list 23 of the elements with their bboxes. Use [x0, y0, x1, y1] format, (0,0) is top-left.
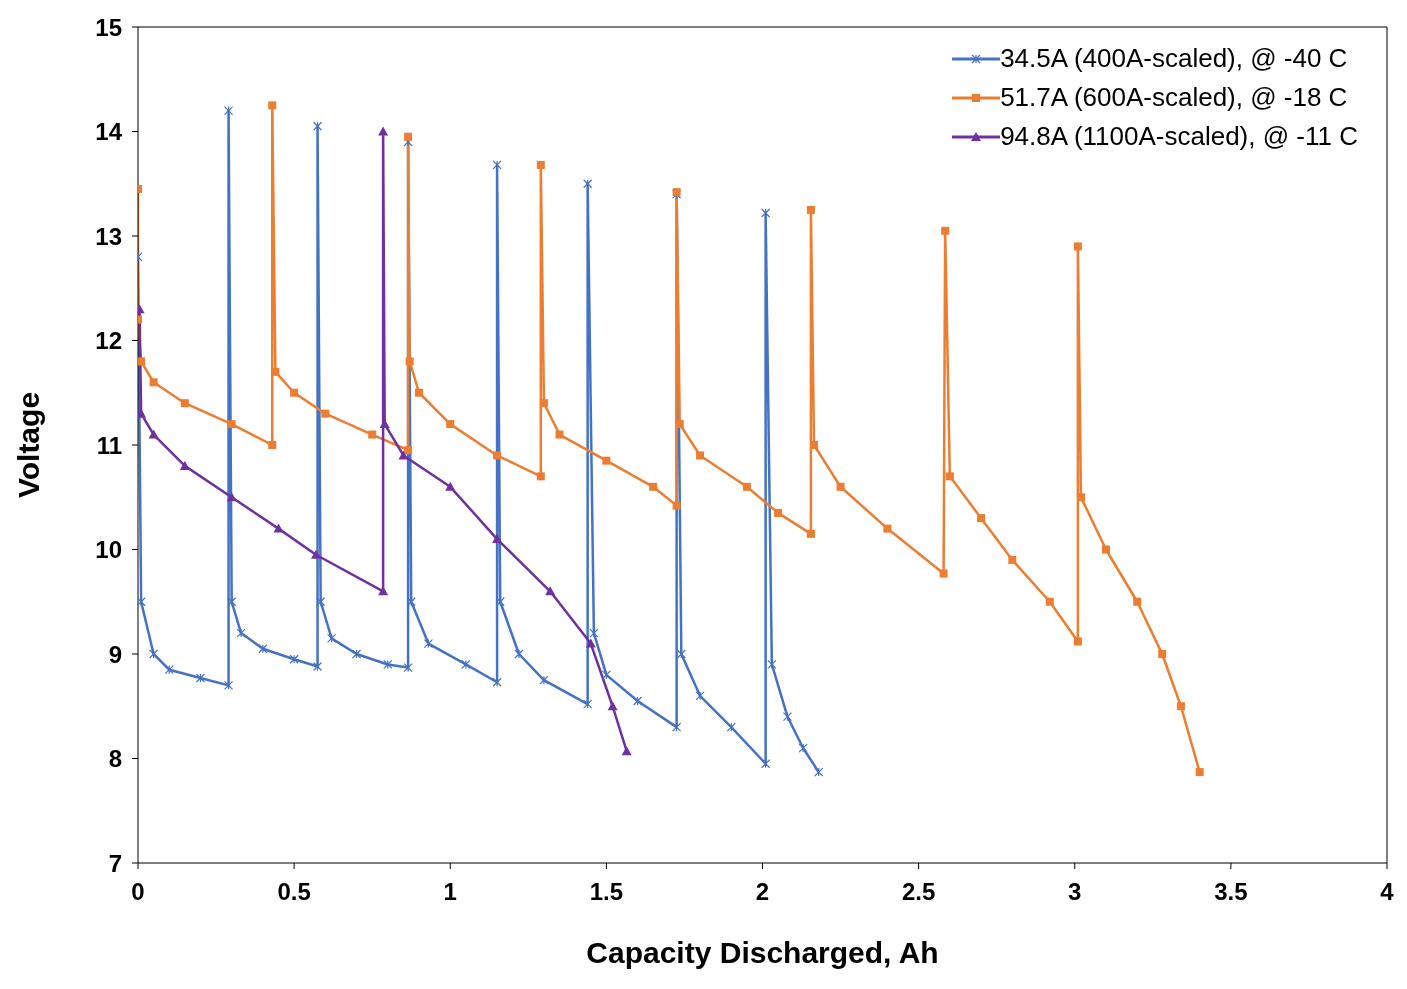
y-tick-label: 7 [108, 849, 122, 877]
x-tick-label: 1.5 [589, 878, 624, 906]
y-tick-label: 14 [95, 118, 123, 146]
y-tick-label: 9 [108, 640, 122, 668]
x-axis-title: Capacity Discharged, Ah [586, 936, 939, 969]
y-tick-label: 12 [95, 327, 122, 355]
y-tick-label: 10 [95, 536, 122, 564]
x-tick-label: 2 [755, 878, 770, 906]
x-tick-label: 3.5 [1214, 878, 1248, 906]
x-tick-label: 0 [131, 878, 145, 906]
x-tick-label: 1 [443, 878, 457, 906]
x-tick-label: 3 [1068, 878, 1082, 906]
legend-label: 94.8A (1100A-scaled), @ -11 C [1000, 121, 1358, 152]
y-tick-label: 11 [96, 431, 122, 459]
x-tick-label: 0.5 [277, 878, 311, 906]
y-axis-title: Voltage [11, 391, 45, 499]
legend-label: 51.7A (600A-scaled), @ -18 C [1000, 82, 1348, 113]
x-tick-label: 4 [1380, 878, 1395, 906]
legend-label: 34.5A (400A-scaled), @ -40 C [1000, 43, 1348, 74]
x-tick-label: 2.5 [901, 878, 936, 906]
y-tick-label: 13 [95, 222, 122, 250]
y-tick-label: 15 [95, 13, 122, 41]
y-tick-label: 8 [108, 745, 122, 773]
